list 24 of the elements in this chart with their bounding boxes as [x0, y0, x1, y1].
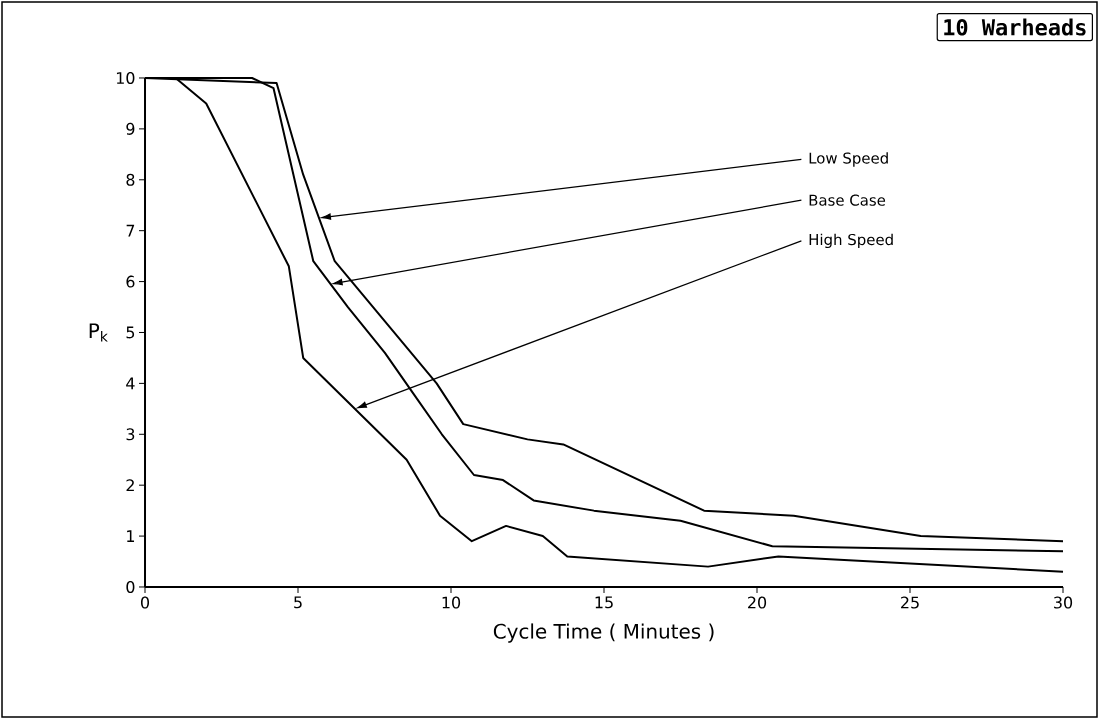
- x-tick-label: 10: [442, 596, 461, 609]
- x-tick-label: 0: [140, 596, 150, 609]
- chart-title: 10 Warheads: [944, 18, 1086, 36]
- y-tick-label: 8: [126, 173, 135, 186]
- annotation: Base Case: [809, 194, 886, 206]
- annotation: High Speed: [809, 233, 893, 249]
- y-tick-label: 1: [127, 530, 135, 542]
- y-tick-label: 9: [126, 122, 135, 135]
- y-tick-label: 5: [126, 326, 135, 339]
- y-tick-label: 10: [116, 71, 135, 84]
- y-tick-label: 0: [126, 580, 135, 594]
- x-tick-label: 15: [595, 596, 613, 609]
- x-tick-label: 25: [901, 596, 919, 609]
- y-tick-label: 3: [126, 428, 135, 441]
- y-axis-title: P$_{k}$: [89, 323, 108, 342]
- annotation: Low Speed: [809, 152, 888, 167]
- y-tick-label: 2: [126, 479, 134, 492]
- x-tick-label: 20: [748, 596, 767, 609]
- y-tick-label: 7: [126, 224, 135, 237]
- y-tick-label: 6: [126, 275, 135, 288]
- y-tick-label: 4: [126, 377, 135, 390]
- x-axis-title: Cycle Time ( Minutes ): [493, 623, 714, 643]
- x-tick-label: 5: [294, 596, 302, 609]
- x-tick-label: 30: [1054, 596, 1073, 609]
